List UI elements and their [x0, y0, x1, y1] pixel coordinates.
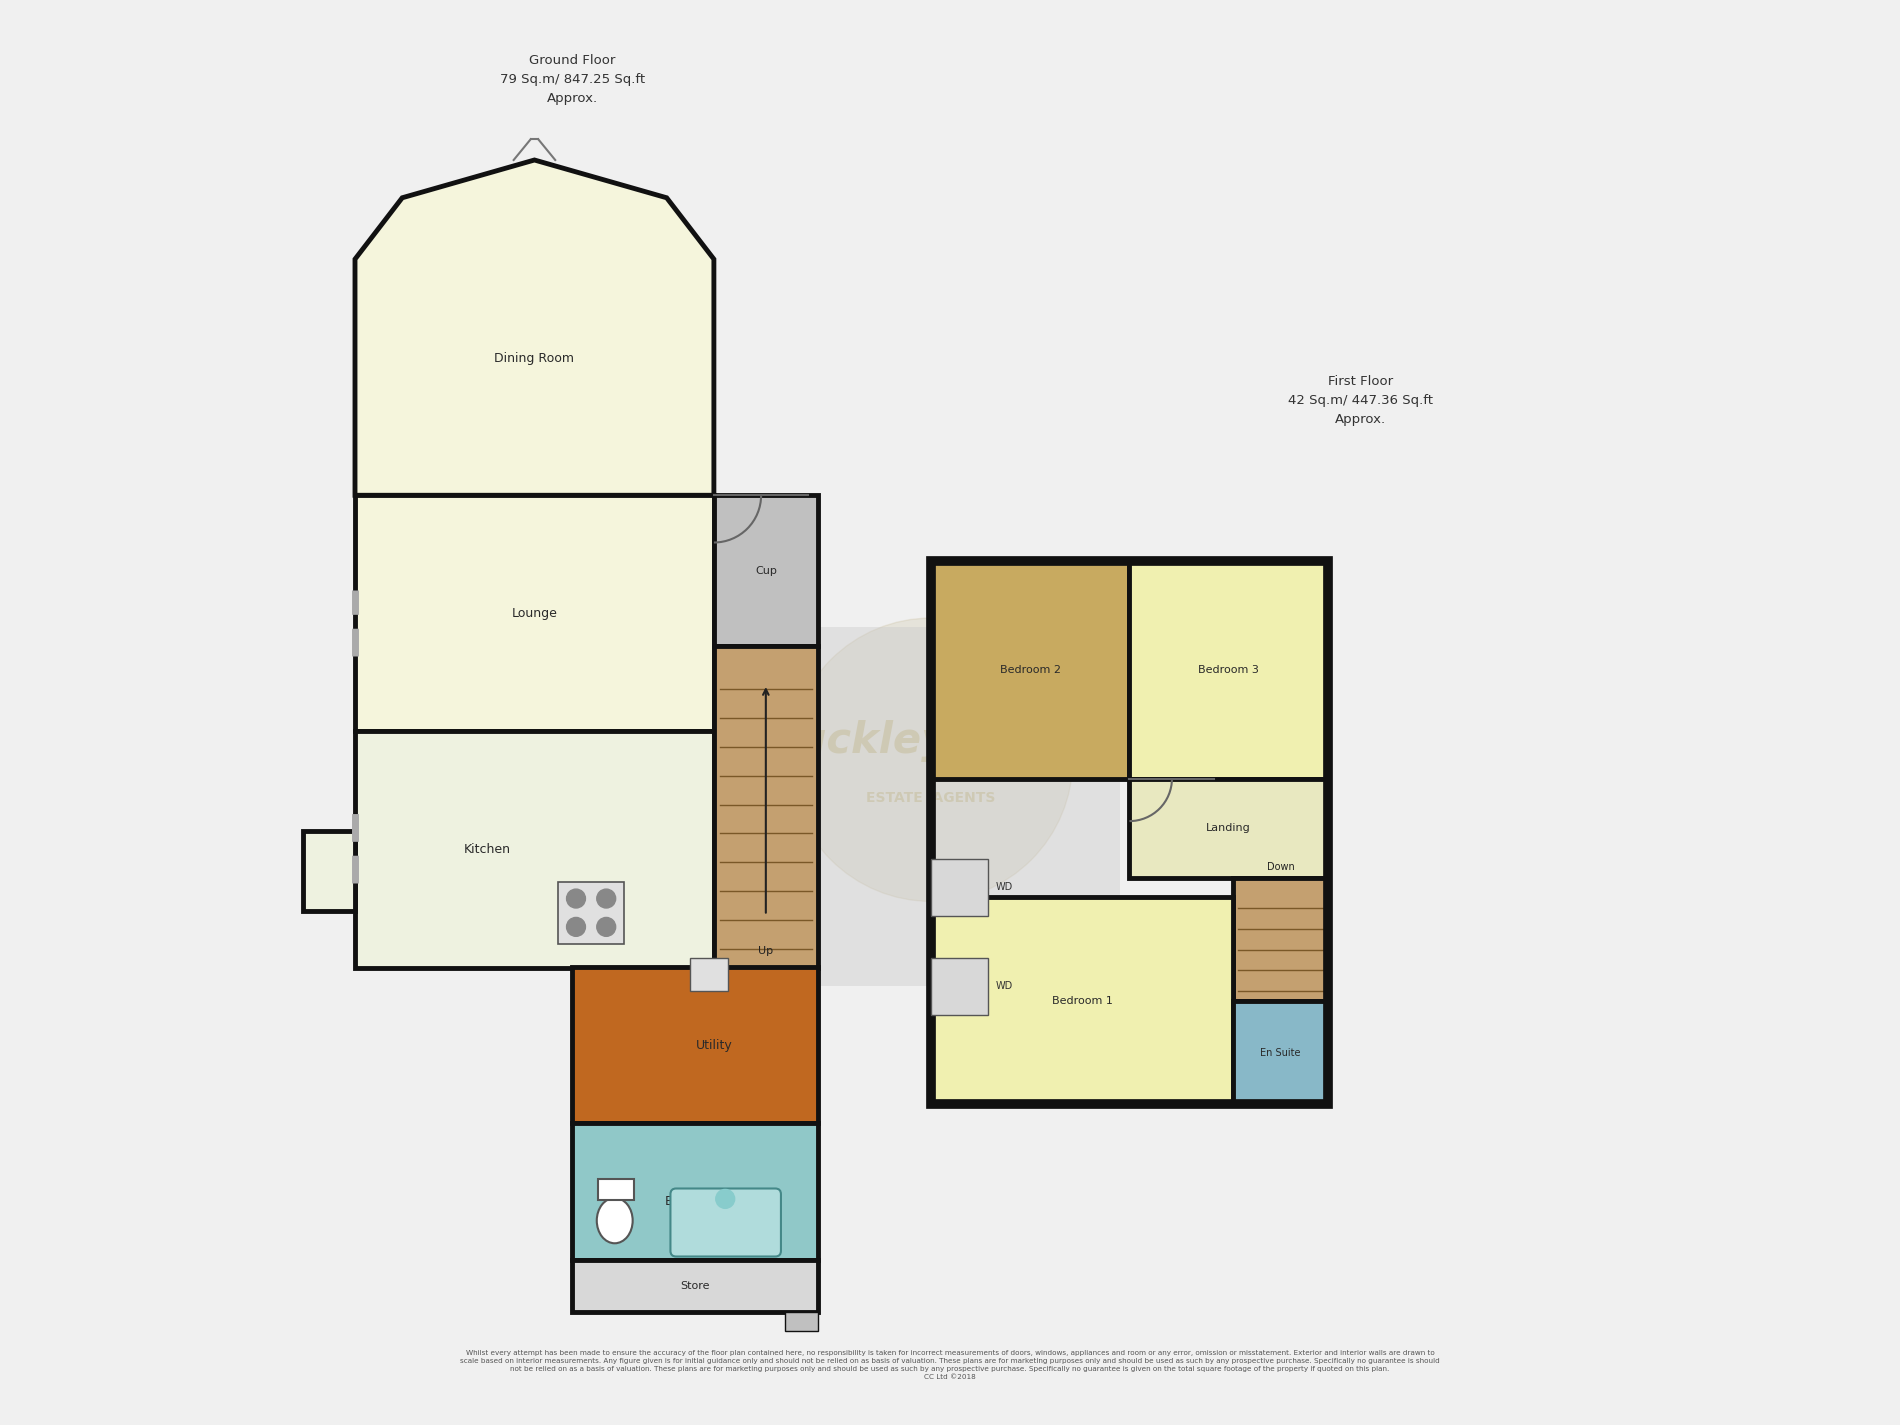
Bar — [714, 647, 817, 968]
Ellipse shape — [597, 1198, 633, 1243]
Circle shape — [566, 889, 585, 908]
Bar — [1233, 1000, 1328, 1104]
Text: BuckleyBrown: BuckleyBrown — [766, 720, 1096, 762]
Text: Bedroom 2: Bedroom 2 — [999, 665, 1060, 675]
Bar — [931, 561, 1328, 1104]
Text: Bathroom: Bathroom — [665, 1194, 726, 1208]
Text: Dining Room: Dining Room — [494, 352, 574, 365]
Bar — [1129, 778, 1328, 878]
FancyBboxPatch shape — [671, 1188, 781, 1257]
Text: WD: WD — [996, 982, 1013, 992]
Bar — [572, 1260, 817, 1312]
Text: Kitchen: Kitchen — [464, 844, 511, 856]
Bar — [1233, 878, 1328, 1000]
Text: Bedroom 3: Bedroom 3 — [1199, 665, 1260, 675]
Bar — [355, 731, 714, 968]
Bar — [598, 1178, 633, 1200]
Text: Up: Up — [758, 946, 773, 956]
Circle shape — [597, 918, 616, 936]
Text: Bedroom 1: Bedroom 1 — [1053, 996, 1113, 1006]
Bar — [931, 896, 1233, 1104]
Text: Utility: Utility — [695, 1039, 732, 1052]
Circle shape — [566, 918, 585, 936]
Text: Whilst every attempt has been made to ensure the accuracy of the floor plan cont: Whilst every attempt has been made to en… — [460, 1349, 1440, 1379]
Polygon shape — [355, 160, 714, 496]
Circle shape — [597, 889, 616, 908]
Text: WD: WD — [996, 882, 1013, 892]
Bar — [931, 958, 988, 1015]
Circle shape — [788, 618, 1074, 902]
Bar — [559, 882, 625, 943]
Text: En Suite: En Suite — [1260, 1047, 1302, 1057]
Text: First Floor
42 Sq.m/ 447.36 Sq.ft
Approx.: First Floor 42 Sq.m/ 447.36 Sq.ft Approx… — [1288, 375, 1433, 426]
Text: Landing: Landing — [1206, 824, 1250, 834]
Bar — [572, 968, 817, 1123]
Bar — [690, 958, 728, 992]
Text: Down: Down — [1267, 862, 1294, 872]
Circle shape — [716, 1190, 735, 1208]
Bar — [572, 627, 1119, 986]
Bar — [1129, 561, 1328, 778]
Text: Store: Store — [680, 1281, 711, 1291]
Bar — [572, 1123, 817, 1260]
Text: ESTATE  AGENTS: ESTATE AGENTS — [866, 791, 996, 805]
Bar — [931, 859, 988, 915]
Bar — [355, 496, 714, 731]
Text: Lounge: Lounge — [511, 607, 557, 620]
Bar — [785, 1312, 817, 1331]
Text: Ground Floor
79 Sq.m/ 847.25 Sq.ft
Approx.: Ground Floor 79 Sq.m/ 847.25 Sq.ft Appro… — [500, 54, 644, 105]
Bar — [714, 496, 817, 647]
Bar — [931, 561, 1129, 778]
Bar — [304, 831, 355, 911]
Text: Cup: Cup — [754, 566, 777, 576]
